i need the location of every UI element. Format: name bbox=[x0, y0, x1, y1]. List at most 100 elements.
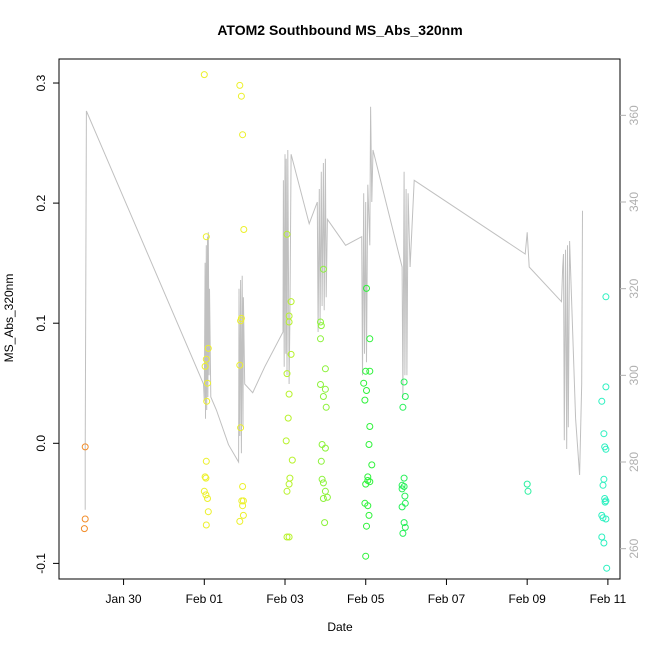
data-point bbox=[602, 293, 610, 301]
data-point bbox=[398, 485, 406, 493]
data-point bbox=[600, 430, 608, 438]
data-point bbox=[200, 487, 208, 495]
y2-tick-label: 340 bbox=[627, 192, 641, 212]
data-point bbox=[323, 493, 331, 501]
data-point bbox=[321, 519, 329, 527]
data-point bbox=[401, 492, 409, 500]
data-point bbox=[202, 457, 210, 465]
data-point bbox=[202, 233, 210, 241]
data-point bbox=[401, 393, 409, 400]
x-tick-label: Feb 03 bbox=[266, 592, 304, 606]
data-point bbox=[366, 335, 374, 343]
data-point bbox=[240, 226, 248, 233]
y2-tick-label: 280 bbox=[627, 452, 641, 472]
data-point bbox=[368, 461, 376, 469]
data-point bbox=[400, 519, 408, 527]
data-point bbox=[321, 444, 329, 452]
data-point bbox=[398, 503, 406, 511]
y-tick-label: 0.1 bbox=[34, 315, 48, 332]
data-point bbox=[523, 480, 531, 488]
data-point bbox=[322, 403, 330, 411]
data-point bbox=[284, 414, 292, 422]
data-point bbox=[285, 318, 293, 326]
data-point bbox=[598, 533, 606, 541]
data-point bbox=[236, 361, 244, 369]
data-point bbox=[317, 381, 324, 388]
data-point bbox=[400, 378, 408, 386]
data-point bbox=[362, 480, 370, 488]
data-point bbox=[239, 497, 247, 505]
data-point bbox=[200, 71, 208, 79]
data-point bbox=[602, 497, 610, 505]
data-point bbox=[602, 515, 610, 523]
data-point bbox=[236, 517, 244, 525]
y-tick-label: 0.0 bbox=[34, 435, 48, 452]
data-point bbox=[81, 443, 89, 451]
y2-tick-label: 360 bbox=[627, 105, 641, 125]
data-point bbox=[602, 383, 610, 391]
x-tick-label: Feb 05 bbox=[347, 592, 385, 606]
data-point bbox=[236, 81, 244, 89]
x-tick-label: Feb 09 bbox=[508, 592, 546, 606]
point-layer bbox=[80, 71, 611, 572]
y2-tick-label: 320 bbox=[627, 278, 641, 298]
data-point bbox=[600, 475, 608, 483]
data-point bbox=[321, 365, 329, 373]
data-point bbox=[401, 499, 409, 507]
data-point bbox=[287, 350, 295, 358]
data-point bbox=[365, 511, 373, 519]
data-point bbox=[602, 445, 610, 453]
data-point bbox=[237, 424, 245, 432]
data-point bbox=[80, 525, 88, 533]
data-point bbox=[283, 370, 291, 378]
data-point bbox=[202, 474, 210, 482]
data-point bbox=[601, 498, 609, 506]
data-point bbox=[598, 397, 606, 405]
data-point bbox=[317, 457, 325, 465]
data-point bbox=[283, 533, 291, 541]
data-point bbox=[599, 481, 607, 489]
data-point bbox=[203, 397, 211, 405]
plot-frame bbox=[58, 58, 621, 580]
y-axis-label: MS_Abs_320nm bbox=[2, 274, 16, 363]
data-point bbox=[399, 529, 407, 537]
data-point bbox=[285, 390, 293, 398]
data-point bbox=[288, 456, 296, 464]
chart-title: ATOM2 Southbound MS_Abs_320nm bbox=[217, 22, 462, 38]
data-point bbox=[202, 491, 210, 499]
secondary-line-layer bbox=[84, 106, 583, 510]
data-point bbox=[202, 355, 210, 363]
data-point bbox=[237, 92, 245, 100]
data-point bbox=[317, 318, 324, 326]
data-point bbox=[204, 508, 212, 516]
y-axis: -0.1 0.0 0.1 0.2 0.3 bbox=[34, 74, 59, 574]
data-point bbox=[237, 317, 245, 325]
data-point bbox=[603, 564, 611, 572]
data-point bbox=[319, 265, 327, 273]
data-point bbox=[239, 511, 247, 519]
data-point bbox=[362, 552, 370, 560]
data-point bbox=[204, 379, 211, 387]
data-point bbox=[366, 423, 374, 430]
data-point bbox=[285, 480, 293, 488]
y-tick-label: -0.1 bbox=[34, 553, 48, 574]
x-axis: Jan 30 Feb 01 Feb 03 Feb 05 Feb 07 Feb 09 Feb … bbox=[106, 579, 626, 606]
data-point bbox=[283, 487, 291, 495]
x-tick-label: Jan 30 bbox=[106, 592, 142, 606]
data-point bbox=[360, 379, 368, 387]
data-point bbox=[400, 474, 408, 482]
x-tick-label: Feb 01 bbox=[186, 592, 224, 606]
data-point bbox=[364, 502, 372, 510]
data-point bbox=[363, 522, 370, 530]
data-point bbox=[239, 483, 247, 490]
data-point bbox=[318, 441, 326, 448]
data-point bbox=[239, 131, 247, 139]
data-point bbox=[283, 230, 291, 238]
data-point bbox=[361, 396, 369, 404]
data-point bbox=[287, 298, 295, 306]
y-tick-label: 0.2 bbox=[34, 194, 48, 211]
data-point bbox=[362, 367, 370, 375]
data-point bbox=[600, 539, 608, 547]
data-point bbox=[401, 523, 409, 531]
